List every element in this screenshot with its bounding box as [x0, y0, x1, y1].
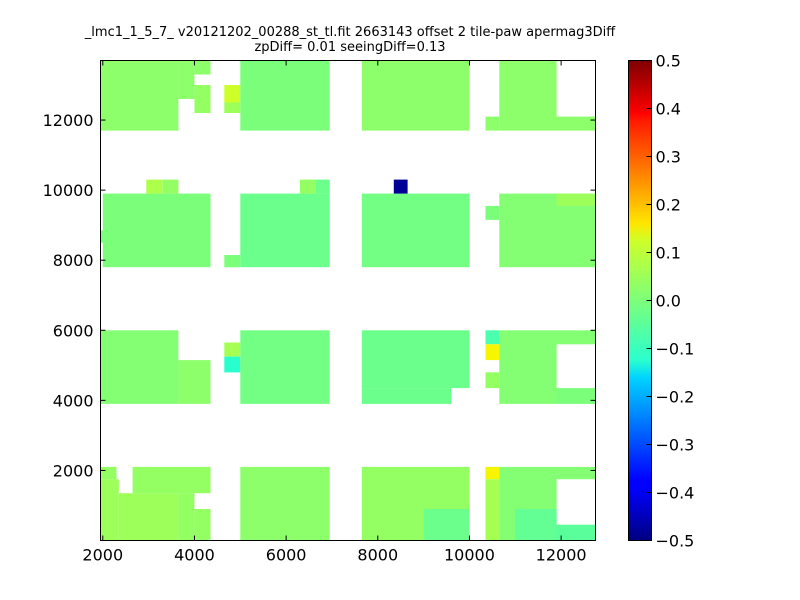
- heatmap-cell: [100, 330, 179, 404]
- heatmap-cell: [240, 330, 330, 404]
- heatmap-cell: [361, 388, 452, 404]
- x-tick-label: 12000: [536, 546, 587, 565]
- colorbar-tick-label: 0.0: [656, 292, 681, 311]
- heatmap-cell: [100, 466, 117, 480]
- heatmap-cell: [178, 360, 211, 404]
- colorbar-tick-label: −0.1: [656, 340, 695, 359]
- heatmap-cell: [361, 193, 470, 268]
- heatmap-cell: [178, 60, 195, 99]
- x-tick-label: 6000: [266, 546, 307, 565]
- heatmap-cell: [240, 60, 330, 131]
- heatmap-cell: [240, 193, 330, 268]
- colorbar-tick-label: 0.2: [656, 196, 681, 215]
- heatmap-cell: [556, 524, 596, 541]
- heatmap-cell: [361, 330, 470, 389]
- colorbar-tick-label: −0.4: [656, 484, 695, 503]
- y-tick-label: 12000: [43, 111, 94, 130]
- heatmap-cell: [485, 330, 500, 345]
- heatmap-cell: [102, 193, 211, 268]
- heatmap-cell: [485, 344, 500, 361]
- colorbar-ticks: 0.5 0.4 0.3 0.2 0.1 0.0 −0.1 −0.2 −0.3 −0.4 −0.5: [646, 52, 695, 551]
- heatmap-cell: [361, 60, 470, 131]
- heatmap-cell: [162, 179, 179, 194]
- y-tick-label: 8000: [53, 251, 94, 270]
- heatmap-cell: [100, 479, 119, 541]
- heatmap-cell: [556, 466, 596, 480]
- heatmap-cell: [146, 179, 163, 194]
- y-tick-label: 6000: [53, 321, 94, 340]
- y-tick-label: 10000: [43, 181, 94, 200]
- chart-subtitle: zpDiff= 0.01 seeingDiff=0.13: [254, 40, 446, 55]
- heatmap-cell: [100, 230, 119, 243]
- heatmap-cell: [100, 60, 179, 131]
- heatmap-cells: [100, 60, 596, 541]
- plot-frame: [100, 60, 596, 541]
- heatmap-cell: [556, 193, 596, 206]
- heatmap-cell: [485, 116, 500, 131]
- heatmap-cell: [194, 60, 211, 75]
- x-tick-label: 10000: [444, 546, 495, 565]
- colorbar-tick-label: −0.2: [656, 388, 695, 407]
- heatmap-cell: [485, 479, 500, 541]
- chart-title: _lmc1_1_5_7_ v20121202_00288_st_tl.fit 2…: [84, 25, 616, 40]
- heatmap-cell: [224, 342, 241, 357]
- colorbar-tick-label: 0.5: [656, 52, 681, 71]
- heatmap-cell: [423, 509, 470, 541]
- colorbar-tick-label: 0.3: [656, 148, 681, 167]
- heatmap-cell: [485, 466, 500, 480]
- y-tick-label: 4000: [53, 391, 94, 410]
- heatmap-cell: [240, 466, 330, 541]
- y-axis-ticks: 2000 4000 6000 8000 10000 12000: [43, 111, 596, 480]
- colorbar-tick-label: 0.1: [656, 244, 681, 263]
- heatmap-cell: [194, 509, 211, 541]
- colorbar-tick-label: −0.5: [656, 532, 695, 551]
- heatmap-cell: [178, 493, 195, 541]
- heatmap-cell: [485, 372, 500, 389]
- heatmap-cell: [315, 179, 330, 194]
- y-tick-label: 2000: [53, 461, 94, 480]
- heatmap-cell: [499, 330, 557, 404]
- heatmap-cell: [393, 179, 408, 194]
- heatmap-cell: [224, 85, 241, 103]
- heatmap-cell: [499, 60, 557, 131]
- x-tick-label: 4000: [174, 546, 215, 565]
- heatmap-cell: [132, 466, 211, 494]
- heatmap-cell: [556, 116, 596, 131]
- colorbar-tick-label: 0.4: [656, 100, 681, 119]
- heatmap-cell: [224, 102, 241, 113]
- heatmap-cell: [118, 493, 179, 541]
- heatmap-cell: [556, 330, 596, 345]
- colorbar-tick-label: −0.3: [656, 436, 695, 455]
- heatmap-cell: [224, 356, 241, 373]
- heatmap-cell: [515, 509, 557, 541]
- heatmap-cell: [556, 388, 596, 404]
- heatmap-cell: [194, 85, 211, 113]
- x-tick-label: 2000: [82, 546, 123, 565]
- x-axis-ticks: 2000 4000 6000 8000 10000 12000: [82, 60, 587, 565]
- heatmap-cell: [224, 255, 241, 268]
- x-tick-label: 8000: [357, 546, 398, 565]
- heatmap-cell: [299, 179, 316, 194]
- heatmap-cell: [485, 205, 500, 220]
